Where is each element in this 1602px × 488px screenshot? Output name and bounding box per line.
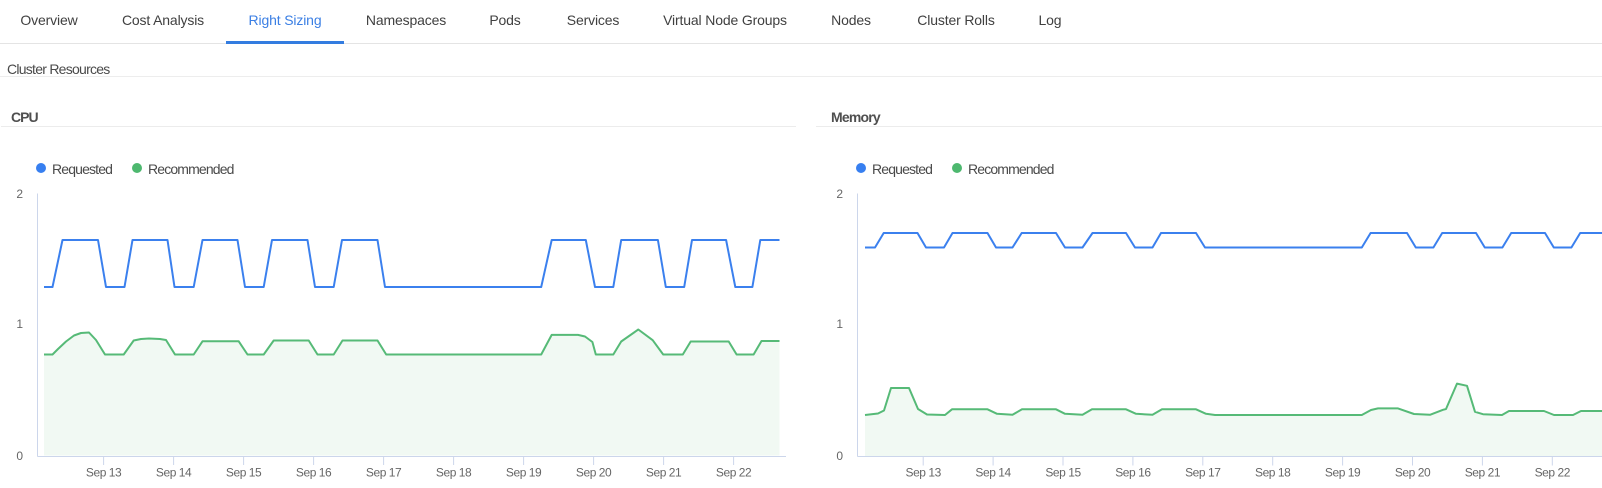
svg-text:Sep 21: Sep 21: [646, 466, 682, 480]
svg-text:Sep 17: Sep 17: [366, 466, 402, 480]
svg-text:Sep 22: Sep 22: [716, 466, 752, 480]
svg-text:Sep 20: Sep 20: [1395, 466, 1431, 480]
svg-text:0: 0: [836, 449, 843, 463]
svg-text:0: 0: [16, 449, 23, 463]
svg-text:Sep 19: Sep 19: [506, 466, 542, 480]
svg-text:1: 1: [16, 317, 23, 331]
svg-text:Sep 15: Sep 15: [226, 466, 262, 480]
svg-text:Sep 15: Sep 15: [1045, 466, 1081, 480]
svg-text:Sep 21: Sep 21: [1465, 466, 1501, 480]
svg-text:Sep 19: Sep 19: [1325, 466, 1361, 480]
svg-text:2: 2: [836, 187, 843, 201]
svg-text:Sep 16: Sep 16: [1115, 466, 1151, 480]
svg-text:Sep 22: Sep 22: [1535, 466, 1571, 480]
svg-text:1: 1: [836, 317, 843, 331]
svg-text:Sep 14: Sep 14: [975, 466, 1011, 480]
svg-text:Sep 17: Sep 17: [1185, 466, 1221, 480]
svg-text:2: 2: [16, 187, 23, 201]
svg-text:Sep 13: Sep 13: [906, 466, 942, 480]
svg-text:Sep 18: Sep 18: [1255, 466, 1291, 480]
svg-text:Sep 20: Sep 20: [576, 466, 612, 480]
svg-text:Sep 14: Sep 14: [156, 466, 192, 480]
svg-text:Sep 13: Sep 13: [86, 466, 122, 480]
svg-text:Sep 16: Sep 16: [296, 466, 332, 480]
svg-text:Sep 18: Sep 18: [436, 466, 472, 480]
